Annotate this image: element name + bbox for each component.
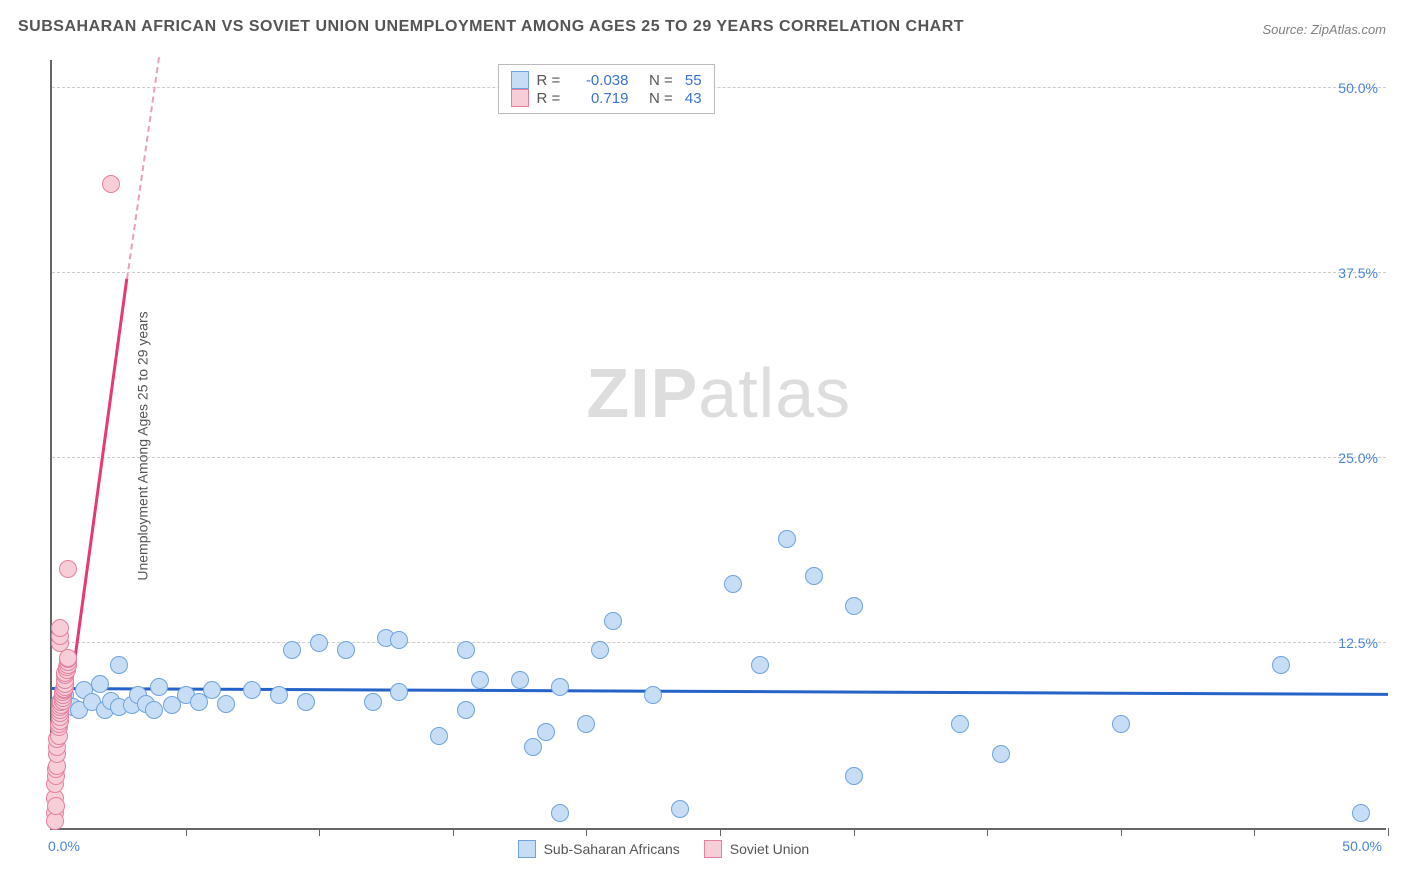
- data-point: [457, 701, 475, 719]
- stats-row: R = 0.719 N = 43: [511, 89, 702, 107]
- data-point: [644, 686, 662, 704]
- legend-label: Soviet Union: [730, 841, 809, 857]
- data-point: [751, 656, 769, 674]
- y-tick-label: 12.5%: [1338, 635, 1378, 651]
- y-tick-label: 25.0%: [1338, 450, 1378, 466]
- series-swatch: [511, 71, 529, 89]
- watermark-light: atlas: [698, 354, 851, 432]
- x-tick: [854, 828, 855, 836]
- x-tick: [186, 828, 187, 836]
- data-point: [150, 678, 168, 696]
- x-tick: [1388, 828, 1389, 836]
- watermark: ZIPatlas: [586, 353, 851, 433]
- data-point: [992, 745, 1010, 763]
- x-origin-label: 0.0%: [48, 838, 80, 854]
- stats-row: R = -0.038 N = 55: [511, 71, 702, 89]
- data-point: [110, 656, 128, 674]
- data-point: [390, 631, 408, 649]
- data-point: [430, 727, 448, 745]
- legend-item: Soviet Union: [704, 840, 809, 858]
- source-attribution: Source: ZipAtlas.com: [1262, 22, 1386, 37]
- data-point: [91, 675, 109, 693]
- legend-swatch: [518, 840, 536, 858]
- data-point: [577, 715, 595, 733]
- x-max-label: 50.0%: [1342, 838, 1382, 854]
- data-point: [805, 567, 823, 585]
- data-point: [1352, 804, 1370, 822]
- legend-label: Sub-Saharan Africans: [544, 841, 680, 857]
- data-point: [724, 575, 742, 593]
- data-point: [471, 671, 489, 689]
- y-tick-label: 37.5%: [1338, 265, 1378, 281]
- series-legend: Sub-Saharan Africans Soviet Union: [518, 840, 810, 858]
- data-point: [591, 641, 609, 659]
- data-point: [270, 686, 288, 704]
- scatter-plot: ZIPatlas 12.5%25.0%37.5%50.0%0.0%50.0%: [50, 60, 1386, 830]
- legend-swatch: [704, 840, 722, 858]
- data-point: [51, 619, 69, 637]
- watermark-bold: ZIP: [586, 354, 698, 432]
- data-point: [551, 804, 569, 822]
- x-tick: [1121, 828, 1122, 836]
- x-tick: [586, 828, 587, 836]
- data-point: [337, 641, 355, 659]
- data-point: [537, 723, 555, 741]
- gridline: [52, 642, 1386, 643]
- x-tick: [987, 828, 988, 836]
- data-point: [604, 612, 622, 630]
- data-point: [390, 683, 408, 701]
- series-swatch: [511, 89, 529, 107]
- trendline-soviet: [126, 57, 160, 279]
- data-point: [845, 767, 863, 785]
- data-point: [217, 695, 235, 713]
- legend-item: Sub-Saharan Africans: [518, 840, 680, 858]
- gridline: [52, 457, 1386, 458]
- data-point: [1112, 715, 1130, 733]
- gridline: [52, 272, 1386, 273]
- data-point: [457, 641, 475, 659]
- y-tick-label: 50.0%: [1338, 80, 1378, 96]
- x-tick: [319, 828, 320, 836]
- data-point: [297, 693, 315, 711]
- data-point: [511, 671, 529, 689]
- data-point: [47, 797, 65, 815]
- data-point: [145, 701, 163, 719]
- data-point: [1272, 656, 1290, 674]
- data-point: [364, 693, 382, 711]
- data-point: [283, 641, 301, 659]
- data-point: [310, 634, 328, 652]
- data-point: [671, 800, 689, 818]
- data-point: [551, 678, 569, 696]
- data-point: [524, 738, 542, 756]
- x-tick: [720, 828, 721, 836]
- data-point: [845, 597, 863, 615]
- x-tick: [453, 828, 454, 836]
- x-tick: [1254, 828, 1255, 836]
- data-point: [102, 175, 120, 193]
- stats-legend-box: R = -0.038 N = 55R = 0.719 N = 43: [498, 64, 715, 114]
- gridline: [52, 87, 1386, 88]
- data-point: [59, 560, 77, 578]
- data-point: [951, 715, 969, 733]
- data-point: [243, 681, 261, 699]
- data-point: [778, 530, 796, 548]
- chart-title: SUBSAHARAN AFRICAN VS SOVIET UNION UNEMP…: [18, 18, 964, 36]
